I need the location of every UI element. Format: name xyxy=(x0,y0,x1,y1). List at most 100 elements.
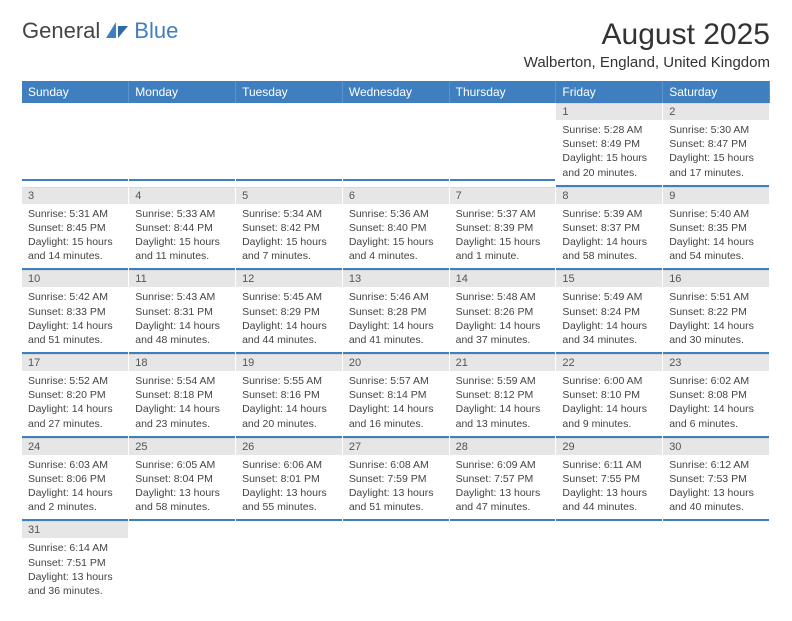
daylight-text: Daylight: 14 hours and 16 minutes. xyxy=(349,402,443,430)
sunrise-text: Sunrise: 5:48 AM xyxy=(456,290,550,304)
day-body: Sunrise: 5:34 AMSunset: 8:42 PMDaylight:… xyxy=(236,204,342,269)
logo: General Blue xyxy=(22,18,178,44)
day-number: 19 xyxy=(236,354,342,371)
sunset-text: Sunset: 7:55 PM xyxy=(562,472,656,486)
daylight-text: Daylight: 15 hours and 4 minutes. xyxy=(349,235,443,263)
day-body: Sunrise: 6:03 AMSunset: 8:06 PMDaylight:… xyxy=(22,455,128,520)
sunset-text: Sunset: 8:37 PM xyxy=(562,221,656,235)
calendar-cell: 15Sunrise: 5:49 AMSunset: 8:24 PMDayligh… xyxy=(556,270,663,354)
day-wrap: 6Sunrise: 5:36 AMSunset: 8:40 PMDaylight… xyxy=(343,187,449,271)
day-wrap: 13Sunrise: 5:46 AMSunset: 8:28 PMDayligh… xyxy=(343,270,449,354)
day-body: Sunrise: 5:57 AMSunset: 8:14 PMDaylight:… xyxy=(343,371,449,436)
weekday-header: Thursday xyxy=(449,81,556,103)
calendar-week-row: 1Sunrise: 5:28 AMSunset: 8:49 PMDaylight… xyxy=(22,103,770,187)
day-wrap xyxy=(236,521,342,599)
sunset-text: Sunset: 8:44 PM xyxy=(135,221,229,235)
calendar-week-row: 24Sunrise: 6:03 AMSunset: 8:06 PMDayligh… xyxy=(22,438,770,522)
calendar-cell xyxy=(449,521,556,603)
calendar-cell: 7Sunrise: 5:37 AMSunset: 8:39 PMDaylight… xyxy=(449,187,556,271)
calendar-cell: 20Sunrise: 5:57 AMSunset: 8:14 PMDayligh… xyxy=(342,354,449,438)
sunrise-text: Sunrise: 5:36 AM xyxy=(349,207,443,221)
daylight-text: Daylight: 14 hours and 2 minutes. xyxy=(28,486,122,514)
sunset-text: Sunset: 8:28 PM xyxy=(349,305,443,319)
calendar-cell: 24Sunrise: 6:03 AMSunset: 8:06 PMDayligh… xyxy=(22,438,129,522)
calendar-cell: 6Sunrise: 5:36 AMSunset: 8:40 PMDaylight… xyxy=(342,187,449,271)
sunset-text: Sunset: 8:18 PM xyxy=(135,388,229,402)
day-wrap: 11Sunrise: 5:43 AMSunset: 8:31 PMDayligh… xyxy=(129,270,235,354)
day-body: Sunrise: 5:33 AMSunset: 8:44 PMDaylight:… xyxy=(129,204,235,269)
sunset-text: Sunset: 8:14 PM xyxy=(349,388,443,402)
day-wrap: 2Sunrise: 5:30 AMSunset: 8:47 PMDaylight… xyxy=(663,103,769,187)
calendar-week-row: 3 Sunrise: 5:31 AMSunset: 8:45 PM Daylight… xyxy=(22,187,770,271)
day-body: Sunrise: 6:02 AMSunset: 8:08 PMDaylight:… xyxy=(663,371,769,436)
weekday-header: Saturday xyxy=(663,81,770,103)
day-body: Sunrise: 5:59 AMSunset: 8:12 PMDaylight:… xyxy=(450,371,556,436)
day-wrap xyxy=(22,103,128,181)
calendar-cell: 26Sunrise: 6:06 AMSunset: 8:01 PMDayligh… xyxy=(236,438,343,522)
sunrise-text: Sunrise: 5:54 AM xyxy=(135,374,229,388)
daylight-text: Daylight: 14 hours and 58 minutes. xyxy=(562,235,656,263)
day-number: 17 xyxy=(22,354,128,371)
day-body: Sunrise: 5:51 AMSunset: 8:22 PMDaylight:… xyxy=(663,287,769,352)
day-number: 22 xyxy=(556,354,662,371)
calendar-week-row: 10Sunrise: 5:42 AMSunset: 8:33 PMDayligh… xyxy=(22,270,770,354)
sunset-text: Sunset: 8:10 PM xyxy=(562,388,656,402)
calendar-cell: 25Sunrise: 6:05 AMSunset: 8:04 PMDayligh… xyxy=(129,438,236,522)
sunrise-text: Sunrise: 6:14 AM xyxy=(28,541,122,555)
calendar-cell: 1Sunrise: 5:28 AMSunset: 8:49 PMDaylight… xyxy=(556,103,663,187)
day-body: Sunrise: 5:28 AMSunset: 8:49 PMDaylight:… xyxy=(556,120,662,185)
day-body: Sunrise: 5:55 AMSunset: 8:16 PMDaylight:… xyxy=(236,371,342,436)
calendar-cell: 5Sunrise: 5:34 AMSunset: 8:42 PMDaylight… xyxy=(236,187,343,271)
sunset-text: Sunset: 8:33 PM xyxy=(28,305,122,319)
daylight-text: Daylight: 14 hours and 48 minutes. xyxy=(135,319,229,347)
sunrise-text: Sunrise: 5:28 AM xyxy=(562,123,656,137)
daylight-text: Daylight: 14 hours and 44 minutes. xyxy=(242,319,336,347)
day-number: 3 xyxy=(22,187,128,204)
sunset-text: Sunset: 8:08 PM xyxy=(669,388,763,402)
day-number: 13 xyxy=(343,270,449,287)
header: General Blue August 2025 Walberton, Engl… xyxy=(22,18,770,77)
calendar-cell: 16Sunrise: 5:51 AMSunset: 8:22 PMDayligh… xyxy=(663,270,770,354)
daylight-text: Daylight: 13 hours and 58 minutes. xyxy=(135,486,229,514)
day-body: Sunrise: 5:49 AMSunset: 8:24 PMDaylight:… xyxy=(556,287,662,352)
sunset-text: Sunset: 8:45 PM xyxy=(28,221,122,235)
day-wrap: 29Sunrise: 6:11 AMSunset: 7:55 PMDayligh… xyxy=(556,438,662,522)
day-number: 31 xyxy=(22,521,128,538)
sunrise-text: Sunrise: 5:34 AM xyxy=(242,207,336,221)
day-body: Sunrise: 5:40 AMSunset: 8:35 PMDaylight:… xyxy=(663,204,769,269)
day-wrap: 25Sunrise: 6:05 AMSunset: 8:04 PMDayligh… xyxy=(129,438,235,522)
sunrise-text: Sunrise: 5:57 AM xyxy=(349,374,443,388)
day-number: 21 xyxy=(450,354,556,371)
sunrise-text: Sunrise: 5:31 AM xyxy=(28,207,122,221)
calendar-cell: 19Sunrise: 5:55 AMSunset: 8:16 PMDayligh… xyxy=(236,354,343,438)
day-body: Sunrise: 5:36 AMSunset: 8:40 PMDaylight:… xyxy=(343,204,449,269)
daylight-text: Daylight: 14 hours and 30 minutes. xyxy=(669,319,763,347)
calendar-cell: 21Sunrise: 5:59 AMSunset: 8:12 PMDayligh… xyxy=(449,354,556,438)
day-wrap xyxy=(129,521,235,599)
calendar-cell: 4Sunrise: 5:33 AMSunset: 8:44 PMDaylight… xyxy=(129,187,236,271)
sunrise-text: Sunrise: 5:52 AM xyxy=(28,374,122,388)
day-body: Sunrise: 5:42 AMSunset: 8:33 PMDaylight:… xyxy=(22,287,128,352)
day-body: Sunrise: 5:52 AMSunset: 8:20 PMDaylight:… xyxy=(22,371,128,436)
sunset-text: Sunset: 8:39 PM xyxy=(456,221,550,235)
calendar-cell: 18Sunrise: 5:54 AMSunset: 8:18 PMDayligh… xyxy=(129,354,236,438)
day-wrap: 21Sunrise: 5:59 AMSunset: 8:12 PMDayligh… xyxy=(450,354,556,438)
day-body xyxy=(236,103,342,159)
day-number: 27 xyxy=(343,438,449,455)
day-number: 16 xyxy=(663,270,769,287)
weekday-header: Tuesday xyxy=(236,81,343,103)
title-block: August 2025 Walberton, England, United K… xyxy=(524,18,770,77)
calendar-cell: 29Sunrise: 6:11 AMSunset: 7:55 PMDayligh… xyxy=(556,438,663,522)
day-body xyxy=(450,103,556,159)
day-wrap xyxy=(556,521,662,599)
calendar-cell: 23Sunrise: 6:02 AMSunset: 8:08 PMDayligh… xyxy=(663,354,770,438)
day-number: 24 xyxy=(22,438,128,455)
day-body: Sunrise: 6:06 AMSunset: 8:01 PMDaylight:… xyxy=(236,455,342,520)
weekday-header: Friday xyxy=(556,81,663,103)
calendar-cell: 14Sunrise: 5:48 AMSunset: 8:26 PMDayligh… xyxy=(449,270,556,354)
calendar-cell: 22Sunrise: 6:00 AMSunset: 8:10 PMDayligh… xyxy=(556,354,663,438)
day-body: Sunrise: 6:12 AMSunset: 7:53 PMDaylight:… xyxy=(663,455,769,520)
day-body: Sunrise: 6:11 AMSunset: 7:55 PMDaylight:… xyxy=(556,455,662,520)
sunset-text: Sunset: 8:22 PM xyxy=(669,305,763,319)
sunset-text: Sunset: 7:59 PM xyxy=(349,472,443,486)
